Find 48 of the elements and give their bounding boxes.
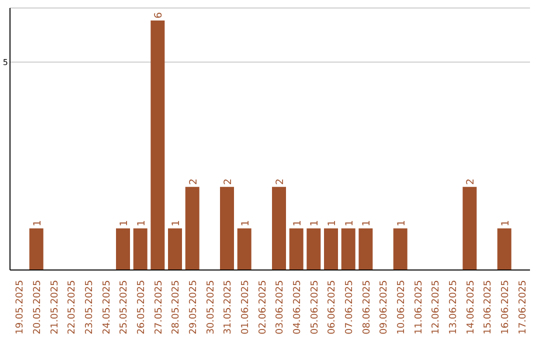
x-tick-label: 15.06.2025: [482, 280, 494, 334]
x-tick-label: 17.06.2025: [517, 280, 528, 334]
data-label: 1: [32, 220, 44, 226]
x-tick-label: 10.06.2025: [396, 280, 407, 334]
x-tick-label: 16.06.2025: [500, 280, 511, 334]
x-tick-label: 07.06.2025: [344, 280, 355, 334]
data-label: 2: [275, 178, 286, 185]
x-tick-label: 20.05.2025: [32, 280, 43, 334]
data-label: 1: [136, 220, 148, 226]
x-tick-label: 01.06.2025: [240, 280, 251, 334]
data-label: 2: [188, 178, 200, 185]
x-tick-label: 27.05.2025: [153, 280, 164, 334]
x-tick-label: 28.05.2025: [170, 280, 182, 334]
data-label: 1: [240, 220, 252, 226]
x-tick-label: 24.05.2025: [101, 280, 112, 334]
x-tick-label: 14.06.2025: [465, 280, 476, 334]
x-tick-label: 02.06.2025: [257, 280, 268, 334]
x-tick-label: 29.05.2025: [188, 280, 199, 334]
x-tick-label: 09.06.2025: [378, 280, 390, 334]
data-label: 1: [500, 220, 512, 226]
data-label: 1: [396, 220, 408, 226]
x-tick-label: 12.06.2025: [430, 280, 442, 334]
data-label: 1: [310, 220, 321, 226]
x-tick-label: 31.05.2025: [222, 280, 234, 334]
x-tick-label: 13.06.2025: [448, 280, 459, 334]
x-tick-label: 04.06.2025: [292, 280, 303, 334]
x-tick-label: 23.05.2025: [84, 280, 95, 334]
x-tick-label: 06.06.2025: [326, 280, 338, 334]
x-tick-label: 11.06.2025: [413, 280, 424, 334]
data-label: 1: [171, 220, 182, 226]
x-tick-label: 03.06.2025: [274, 280, 286, 334]
y-tick-label: 5: [2, 58, 8, 67]
x-tick-label: 26.05.2025: [136, 280, 147, 334]
data-label: 1: [344, 220, 356, 226]
data-label: 1: [327, 220, 338, 226]
x-tick-label: 08.06.2025: [361, 280, 372, 334]
data-label: 2: [466, 178, 477, 185]
x-tick-label: 30.05.2025: [205, 280, 216, 334]
x-tick-label: 21.05.2025: [49, 280, 60, 334]
x-tick-label: 25.05.2025: [118, 280, 130, 334]
data-label: 1: [292, 220, 304, 226]
data-label: 1: [362, 220, 373, 226]
x-tick-label: 05.06.2025: [309, 280, 320, 334]
x-tick-label: 19.05.2025: [14, 280, 26, 334]
x-tick-label: 22.05.2025: [66, 280, 78, 334]
data-label: 1: [119, 220, 130, 226]
data-label: 2: [223, 178, 234, 185]
data-label: 6: [154, 12, 165, 18]
